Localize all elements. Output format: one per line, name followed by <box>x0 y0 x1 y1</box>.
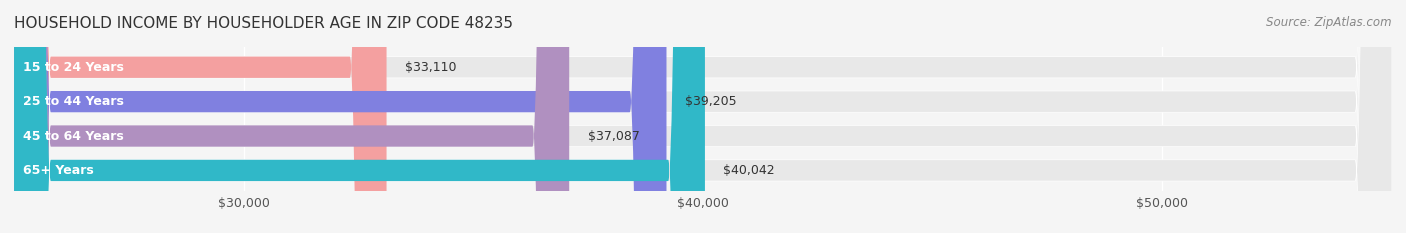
Text: 15 to 24 Years: 15 to 24 Years <box>24 61 124 74</box>
Text: $39,205: $39,205 <box>685 95 737 108</box>
Text: $37,087: $37,087 <box>588 130 640 143</box>
Text: 25 to 44 Years: 25 to 44 Years <box>24 95 124 108</box>
Text: 65+ Years: 65+ Years <box>24 164 94 177</box>
Text: Source: ZipAtlas.com: Source: ZipAtlas.com <box>1267 16 1392 29</box>
Text: HOUSEHOLD INCOME BY HOUSEHOLDER AGE IN ZIP CODE 48235: HOUSEHOLD INCOME BY HOUSEHOLDER AGE IN Z… <box>14 16 513 31</box>
FancyBboxPatch shape <box>14 0 1392 233</box>
FancyBboxPatch shape <box>14 0 1392 233</box>
FancyBboxPatch shape <box>14 0 704 233</box>
FancyBboxPatch shape <box>14 0 1392 233</box>
FancyBboxPatch shape <box>14 0 1392 233</box>
Text: 45 to 64 Years: 45 to 64 Years <box>24 130 124 143</box>
Text: $33,110: $33,110 <box>405 61 457 74</box>
Text: $40,042: $40,042 <box>723 164 775 177</box>
FancyBboxPatch shape <box>14 0 387 233</box>
FancyBboxPatch shape <box>14 0 569 233</box>
FancyBboxPatch shape <box>14 0 666 233</box>
